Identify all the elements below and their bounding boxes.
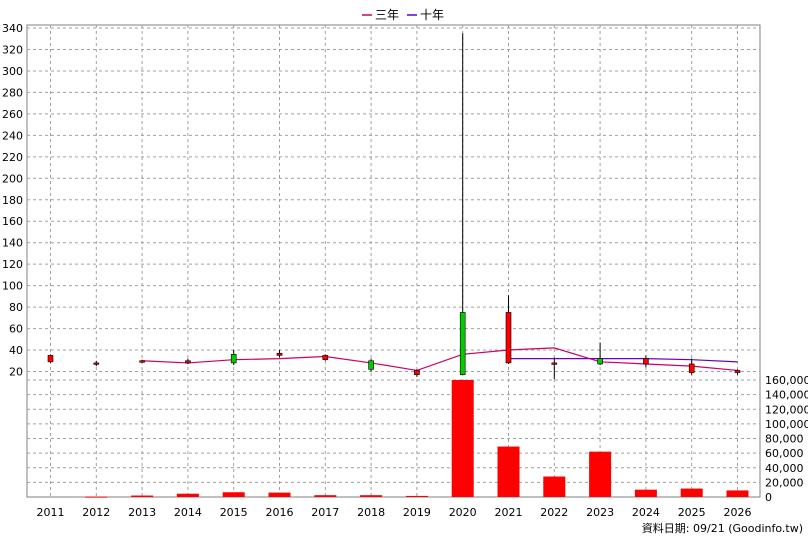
candle-body [47, 355, 54, 363]
price-tick-label: 100 [2, 280, 23, 293]
volume-bar [222, 492, 245, 497]
ma10-line [508, 358, 738, 363]
volume-tick-label: 120,000 [765, 403, 808, 416]
candle-body [551, 362, 558, 365]
year-tick-label: 2017 [311, 506, 339, 519]
ma3-line [142, 347, 738, 372]
year-tick-label: 2013 [128, 506, 156, 519]
price-tick-label: 240 [2, 129, 23, 142]
year-tick-label: 2012 [82, 506, 110, 519]
year-tick-label: 2011 [37, 506, 65, 519]
volume-bar [360, 495, 383, 497]
year-tick-label: 2023 [586, 506, 614, 519]
moving-average-lines [142, 347, 738, 372]
source-note: 資料日期: 09/21 (Goodinfo.tw) [642, 521, 803, 535]
volume-axis: 020,00040,00060,00080,000100,000120,0001… [765, 374, 808, 504]
price-tick-label: 320 [2, 43, 23, 56]
year-tick-label: 2024 [632, 506, 660, 519]
volume-tick-label: 80,000 [765, 433, 804, 446]
price-tick-label: 80 [9, 301, 23, 314]
year-tick-label: 2021 [495, 506, 523, 519]
volume-bar [314, 495, 337, 497]
volume-bars [85, 380, 749, 498]
candle-body [643, 358, 649, 365]
year-tick-label: 2014 [174, 506, 202, 519]
volume-bar [726, 490, 749, 497]
volume-bar [405, 495, 428, 497]
volume-tick-label: 60,000 [765, 447, 804, 460]
candle-body [322, 355, 329, 360]
year-tick-label: 2026 [724, 506, 752, 519]
price-tick-label: 340 [2, 22, 23, 35]
year-tick-label: 2018 [357, 506, 385, 519]
volume-bar [634, 489, 657, 497]
price-tick-label: 140 [2, 237, 23, 250]
year-tick-label: 2015 [220, 506, 248, 519]
volume-tick-label: 0 [765, 491, 772, 504]
year-tick-label: 2022 [540, 506, 568, 519]
candle-body [597, 358, 603, 365]
price-tick-label: 220 [2, 151, 23, 164]
price-tick-label: 40 [9, 344, 23, 357]
volume-tick-label: 160,000 [765, 374, 808, 387]
candle-body [505, 312, 512, 364]
price-tick-label: 280 [2, 86, 23, 99]
year-tick-label: 2016 [266, 506, 294, 519]
price-tick-label: 180 [2, 194, 23, 207]
candle-body [368, 360, 374, 370]
volume-bar [451, 380, 474, 497]
volume-tick-label: 40,000 [765, 462, 804, 475]
candle-body [139, 360, 145, 363]
volume-bar [497, 446, 520, 497]
price-axis: 20 40 60 80 100 120 140 160 180 200 220 240 260 280 30… [2, 22, 23, 379]
price-tick-label: 260 [2, 108, 23, 121]
candlesticks [47, 33, 741, 380]
candle-body [414, 370, 420, 376]
year-tick-label: 2025 [678, 506, 706, 519]
volume-bar [85, 496, 108, 498]
price-tick-label: 60 [9, 323, 23, 336]
price-tick-label: 300 [2, 65, 23, 78]
candle-body [688, 363, 695, 373]
volume-bar [589, 451, 612, 497]
volume-bar [176, 493, 199, 497]
volume-tick-label: 20,000 [765, 476, 804, 489]
volume-bar [268, 492, 291, 497]
legend-label-ma10: 十年 [420, 8, 444, 22]
year-tick-label: 2019 [403, 506, 431, 519]
price-tick-label: 200 [2, 172, 23, 185]
volume-tick-label: 100,000 [765, 418, 808, 431]
price-tick-label: 20 [9, 366, 23, 379]
candle-body [185, 360, 191, 364]
candle-body [93, 362, 100, 365]
year-tick-label: 2020 [449, 506, 477, 519]
legend-label-ma3: 三年 [375, 8, 399, 22]
candle-body [734, 370, 741, 373]
volume-bar [680, 488, 703, 497]
price-tick-label: 120 [2, 258, 23, 271]
plot-frame [26, 24, 761, 498]
grid [27, 25, 760, 497]
price-tick-label: 160 [2, 215, 23, 228]
volume-tick-label: 140,000 [765, 389, 808, 402]
candle-body [230, 354, 237, 364]
legend: 三年 十年 [362, 8, 444, 22]
year-axis: 2011 2012 2013 2014 2015 2016 2017 2018 2019 2020… [37, 506, 752, 519]
candle-body [276, 352, 283, 356]
volume-bar [543, 476, 566, 497]
candle-body [459, 312, 466, 376]
volume-bar [131, 495, 154, 497]
